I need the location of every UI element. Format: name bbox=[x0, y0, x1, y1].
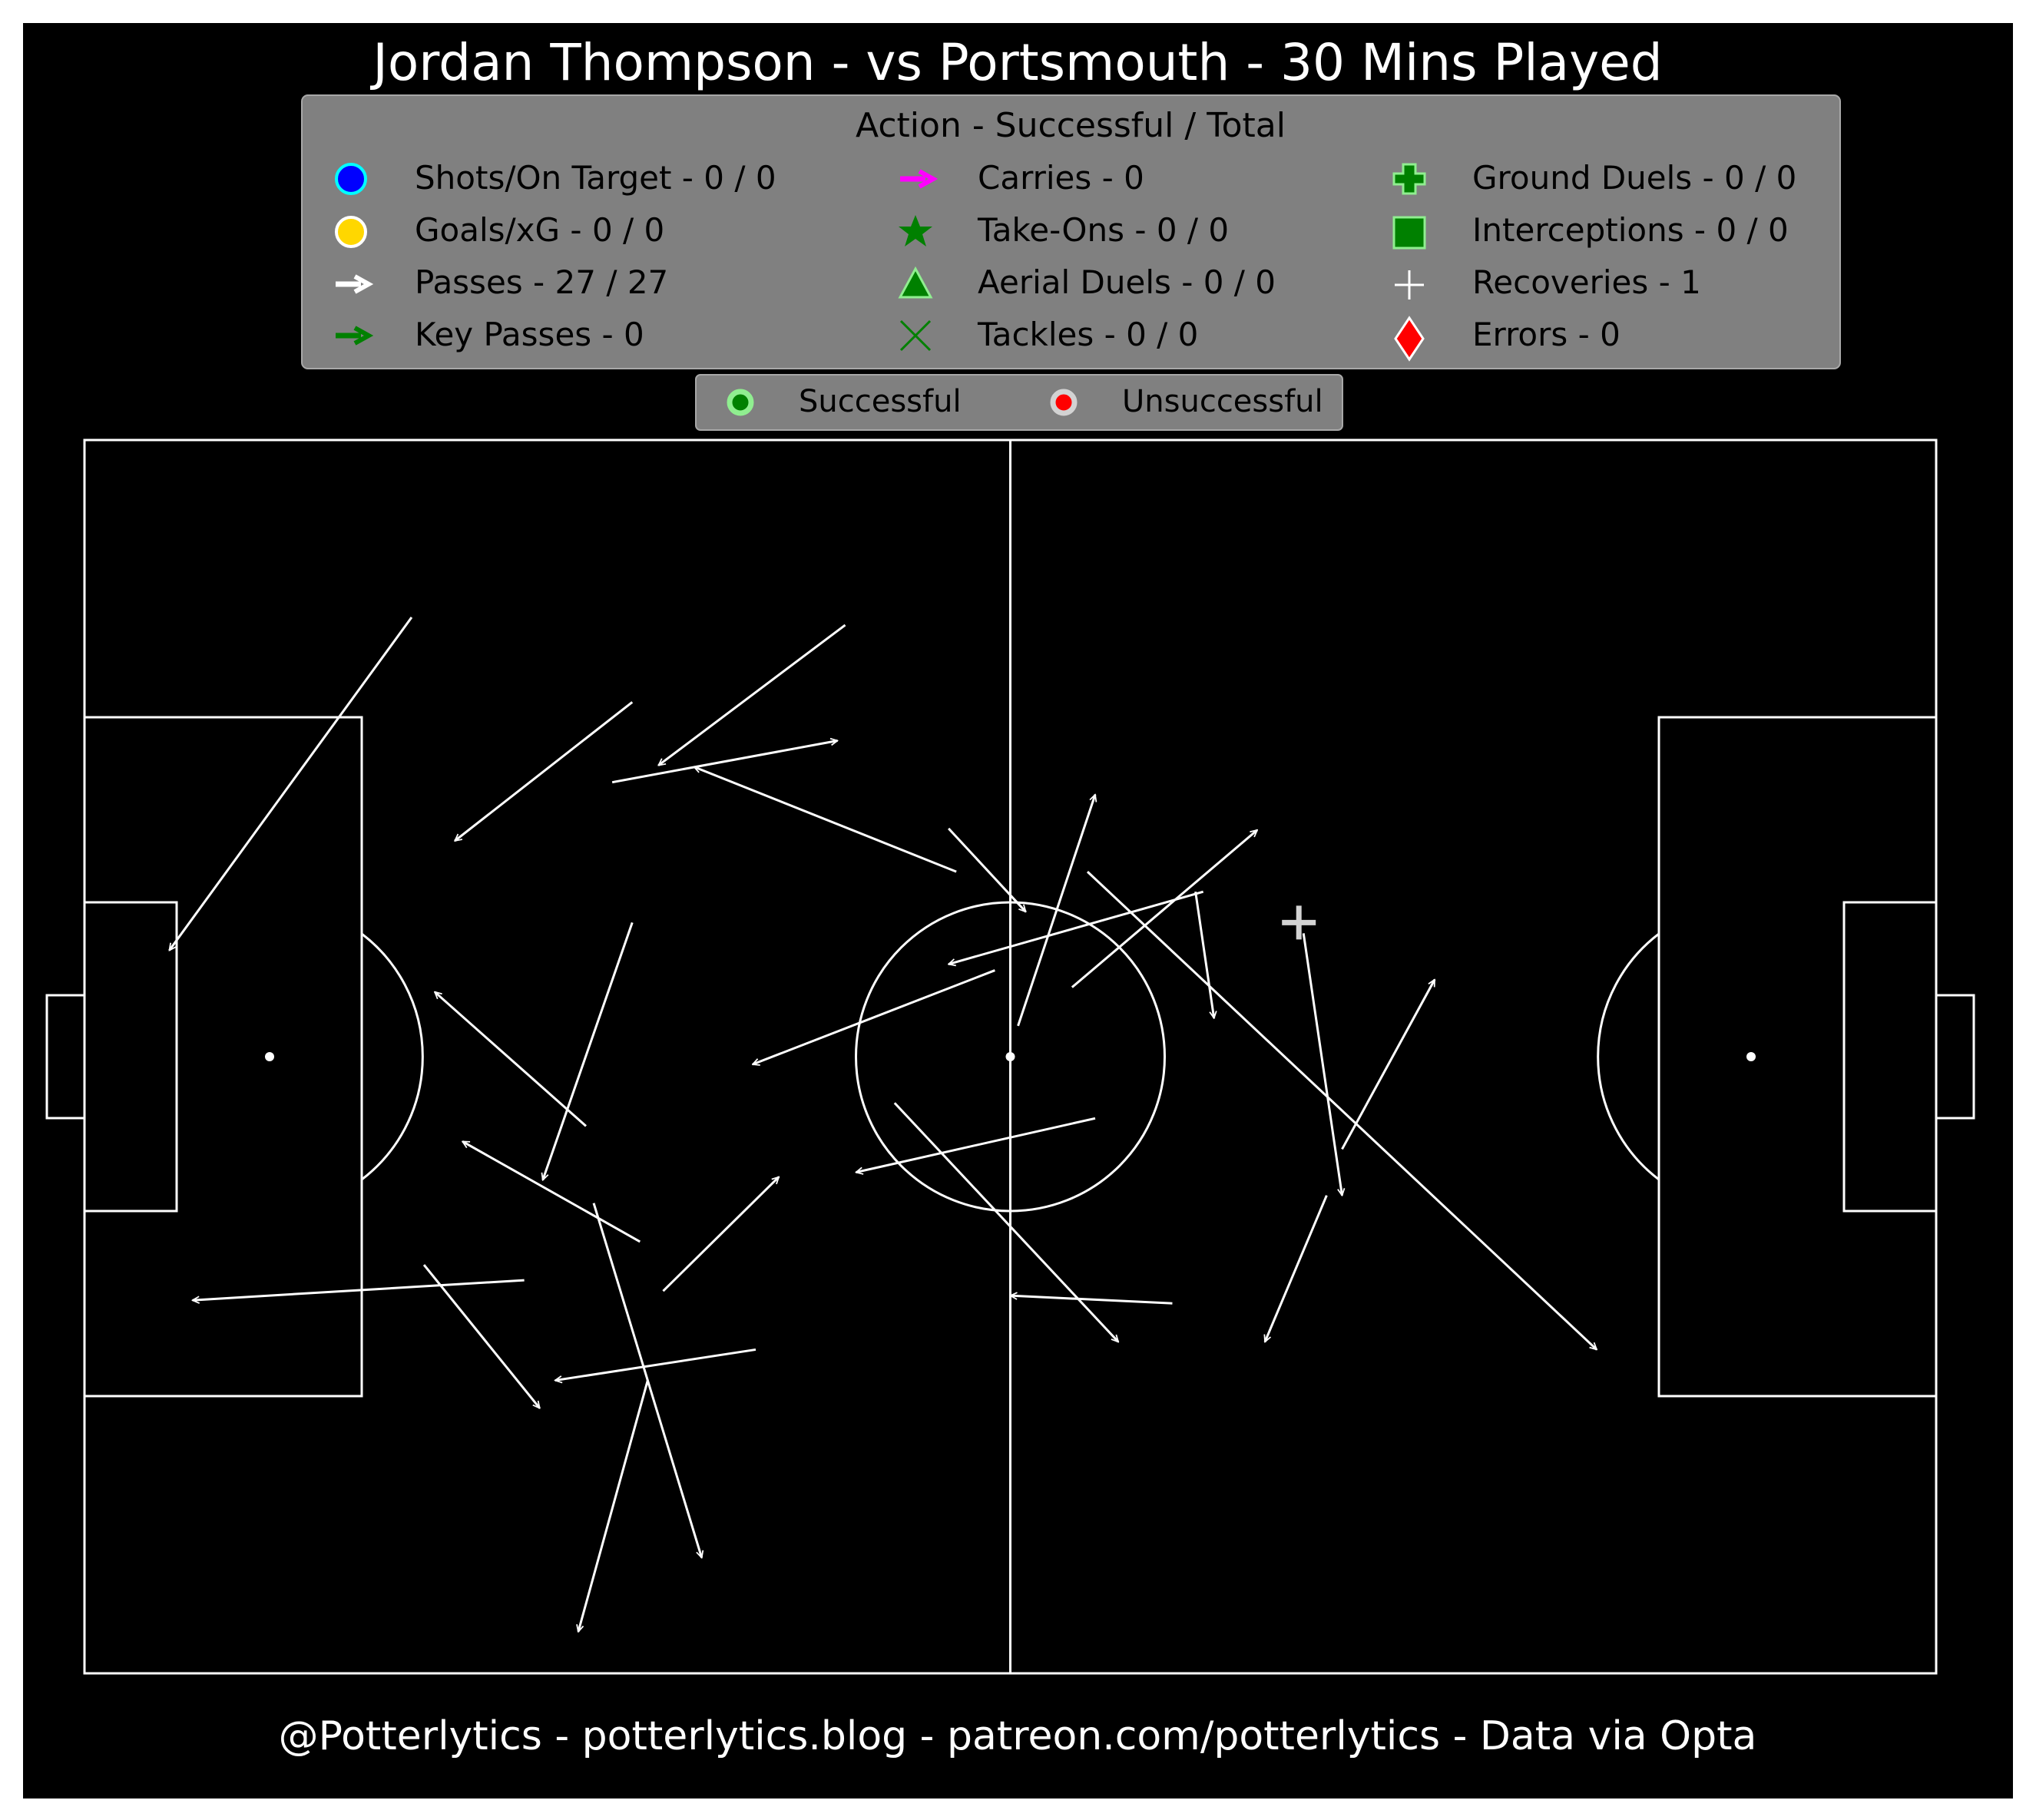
pass-arrow bbox=[555, 1348, 756, 1380]
unsuccessful-label: Unsuccessful bbox=[1122, 384, 1323, 419]
pass-arrow bbox=[168, 616, 413, 951]
recoveries-layer bbox=[1282, 905, 1316, 940]
pass-arrow bbox=[1265, 1195, 1328, 1342]
pass-arrow bbox=[462, 1140, 641, 1243]
legend-item-label: Aerial Duels - 0 / 0 bbox=[978, 263, 1276, 301]
legend-box bbox=[301, 94, 1841, 369]
blue-circle-icon bbox=[335, 163, 367, 195]
legend-item-recoveries: Recoveries - 1 bbox=[1395, 263, 1701, 301]
pass-arrow bbox=[948, 827, 1025, 912]
pass-arrow bbox=[856, 1117, 1096, 1172]
legend-item-passes: Passes - 27 / 27 bbox=[336, 263, 668, 301]
recovery-marker bbox=[1282, 905, 1316, 940]
legend-item-aerial-duels: Aerial Duels - 0 / 0 bbox=[898, 263, 1276, 301]
successful-label: Successful bbox=[799, 384, 962, 419]
green-star-icon bbox=[899, 215, 932, 247]
pass-arrow bbox=[422, 1264, 540, 1408]
white-plus-icon bbox=[1395, 270, 1424, 299]
successful-marker-icon bbox=[727, 389, 754, 416]
chart-title: Jordan Thompson - vs Portsmouth - 30 Min… bbox=[369, 33, 1662, 92]
legend-item-label: Shots/On Target - 0 / 0 bbox=[415, 159, 776, 197]
left-penalty-arc bbox=[361, 932, 424, 1181]
legend-item-key-passes: Key Passes - 0 bbox=[336, 316, 644, 353]
legend-item-label: Key Passes - 0 bbox=[415, 316, 644, 353]
unsuccessful-marker-icon bbox=[1050, 389, 1078, 416]
green-square-icon bbox=[1392, 216, 1426, 250]
legend-item-ground-duels: Ground Duels - 0 / 0 bbox=[1392, 159, 1796, 197]
pass-arrow bbox=[662, 1177, 779, 1292]
pass-arrow bbox=[455, 701, 634, 841]
legend-item-carries: Carries - 0 bbox=[900, 159, 1144, 197]
outcome-legend: Successful Unsuccessful bbox=[695, 374, 1343, 431]
pass-arrow bbox=[1341, 980, 1436, 1150]
legend-item-take-ons: Take-Ons - 0 / 0 bbox=[899, 211, 1229, 249]
center-circle bbox=[855, 901, 1166, 1213]
legend-item-interceptions: Interceptions - 0 / 0 bbox=[1392, 211, 1789, 250]
left-goal bbox=[45, 994, 86, 1120]
green-triangle-icon bbox=[898, 266, 933, 299]
left-penalty-spot bbox=[265, 1052, 274, 1061]
green-arrow-icon bbox=[336, 326, 374, 346]
legend-item-label: Goals/xG - 0 / 0 bbox=[415, 211, 664, 249]
gold-circle-icon bbox=[335, 216, 367, 248]
pass-arrow bbox=[435, 992, 587, 1127]
green-plus-icon bbox=[1392, 163, 1426, 195]
legend-item-label: Carries - 0 bbox=[978, 159, 1144, 197]
legend-item-shots: Shots/On Target - 0 / 0 bbox=[335, 159, 776, 197]
green-x-icon bbox=[899, 319, 932, 352]
red-diamond-icon bbox=[1394, 316, 1425, 362]
legend-item-label: Take-Ons - 0 / 0 bbox=[977, 211, 1229, 249]
pitch bbox=[45, 438, 1975, 1675]
pass-arrow bbox=[1071, 830, 1257, 988]
legend: Action - Successful / Total Shots/On Tar… bbox=[301, 94, 1841, 369]
pass-arrow bbox=[1011, 1296, 1173, 1305]
white-arrow-icon bbox=[336, 274, 374, 294]
legend-item-goals: Goals/xG - 0 / 0 bbox=[335, 211, 664, 249]
pass-arrow bbox=[1017, 795, 1095, 1027]
legend-title: Action - Successful / Total bbox=[856, 106, 1286, 145]
pass-arrow bbox=[948, 890, 1204, 964]
legend-item-label: Ground Duels - 0 / 0 bbox=[1472, 159, 1796, 197]
outcome-legend-box bbox=[695, 374, 1343, 431]
pass-arrow bbox=[578, 1380, 649, 1632]
pass-arrow bbox=[893, 1102, 1118, 1342]
legend-item-tackles: Tackles - 0 / 0 bbox=[899, 316, 1198, 353]
pass-arrow bbox=[753, 969, 995, 1064]
magenta-arrow-icon bbox=[900, 169, 939, 189]
legend-item-label: Tackles - 0 / 0 bbox=[977, 316, 1198, 353]
center-spot bbox=[1005, 1052, 1015, 1061]
pass-arrow bbox=[1302, 933, 1342, 1195]
legend-item-label: Recoveries - 1 bbox=[1472, 263, 1701, 301]
legend-item-label: Interceptions - 0 / 0 bbox=[1472, 211, 1789, 249]
pass-arrow bbox=[1086, 871, 1597, 1349]
right-goal bbox=[1935, 994, 1975, 1120]
legend-item-label: Errors - 0 bbox=[1472, 316, 1621, 353]
legend-item-errors: Errors - 0 bbox=[1394, 316, 1621, 362]
legend-item-label: Passes - 27 / 27 bbox=[415, 263, 668, 301]
footer-credits: @Potterlytics - potterlytics.blog - patr… bbox=[279, 1713, 1757, 1759]
pass-arrow bbox=[193, 1279, 525, 1300]
pass-arrow bbox=[543, 922, 634, 1180]
pass-arrow bbox=[658, 624, 846, 766]
pass-arrow bbox=[1194, 891, 1214, 1018]
pass-arrow bbox=[694, 767, 957, 873]
right-penalty-spot bbox=[1746, 1052, 1756, 1061]
pass-arrow bbox=[611, 740, 837, 784]
passes-layer bbox=[168, 616, 1597, 1632]
right-penalty-arc bbox=[1597, 932, 1660, 1181]
